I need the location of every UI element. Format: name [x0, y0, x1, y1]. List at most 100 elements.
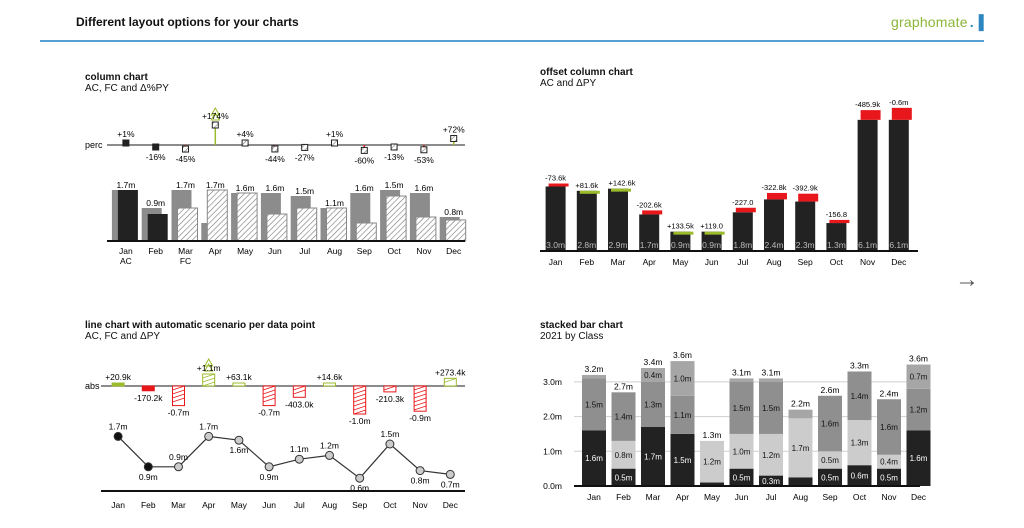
- segment-label: 1.6m: [910, 454, 928, 463]
- delta-marker: [122, 139, 130, 147]
- delta-label: +1%: [326, 129, 344, 139]
- data-point: [234, 435, 244, 445]
- segment-label: 1.7m: [792, 444, 810, 453]
- value-label: 0.7m: [441, 479, 460, 489]
- delta-negative-bar: [798, 193, 819, 202]
- delta-marker: [360, 146, 368, 154]
- stack-segment: [788, 477, 813, 486]
- header-divider: [40, 40, 984, 42]
- delta-label: +14.6k: [317, 372, 344, 382]
- column-chart-panel: column chart AC, FC and Δ%PY perc +1% 1.7m…: [85, 72, 470, 267]
- category-label: Feb: [148, 246, 163, 256]
- hatch-line: [172, 397, 185, 403]
- delta-label: -53%: [414, 155, 434, 165]
- segment-label: 1.1m: [674, 411, 692, 420]
- value-label: 1.6m: [236, 183, 255, 193]
- delta-label: -13%: [384, 152, 404, 162]
- series-line: [117, 435, 451, 480]
- category-label: Sep: [822, 492, 837, 502]
- hatch-line: [262, 389, 276, 395]
- chart-title: line chart with automatic scenario per d…: [85, 320, 316, 331]
- value-label: 1.1m: [325, 198, 344, 208]
- arrow-right-icon[interactable]: →: [955, 266, 979, 293]
- category-label: Oct: [387, 246, 401, 256]
- delta-negative-bar: [383, 385, 397, 393]
- category-label: Aug: [322, 500, 337, 510]
- stack-segment: [818, 451, 842, 469]
- delta-marker: [301, 143, 309, 151]
- category-label: Jun: [735, 492, 749, 502]
- delta-label: -202.6k: [637, 200, 662, 209]
- total-label: 2.6m: [821, 385, 840, 395]
- delta-label: -403.0k: [285, 399, 314, 409]
- category-label: Jul: [294, 500, 305, 510]
- value-label: 0.9m: [139, 472, 158, 482]
- hatch-line: [413, 393, 427, 399]
- category-label: Jan: [549, 257, 563, 267]
- hatch-line: [413, 405, 427, 411]
- delta-label: -0.6m: [889, 98, 908, 107]
- y-tick-label: 2.0m: [543, 412, 562, 422]
- stack-segment: [906, 430, 931, 486]
- data-point: [264, 462, 274, 472]
- stack-segment: [582, 374, 606, 379]
- stack-segment: [582, 378, 606, 431]
- delta-label: -16%: [146, 152, 166, 162]
- stack-segment: [759, 433, 783, 476]
- hatch-line: [413, 385, 427, 391]
- forecast-bar: [445, 219, 467, 242]
- category-label: Feb: [616, 492, 631, 502]
- stack-segment: [759, 475, 783, 486]
- total-label: 2.4m: [880, 388, 899, 398]
- delta-axis-label: abs: [85, 381, 100, 391]
- category-label: Sep: [352, 500, 367, 510]
- category-label: Jan: [119, 246, 133, 256]
- category-label: Nov: [416, 246, 432, 256]
- data-point: [325, 450, 334, 460]
- category-label: Mar: [611, 257, 626, 267]
- forecast-bar: [206, 189, 228, 242]
- offset-column-chart-panel: offset column chart AC and ΔPY -73.6k 3.0…: [540, 67, 925, 272]
- category-label: Sep: [357, 246, 372, 256]
- stack-segment: [641, 368, 665, 382]
- value-label: 1.7m: [206, 180, 225, 190]
- chart-title: stacked bar chart: [540, 320, 623, 331]
- segment-label: 0.5m: [821, 473, 839, 482]
- y-tick-label: 3.0m: [543, 377, 562, 387]
- total-label: 3.1m: [732, 367, 751, 377]
- total-label: 3.6m: [673, 350, 692, 360]
- category-label: Jun: [268, 246, 282, 256]
- segment-label: 0.8m: [615, 451, 633, 460]
- delta-label: -60%: [354, 155, 374, 165]
- chart-subtitle: AC, FC and Δ%PY: [85, 83, 169, 94]
- total-label: 3.4m: [644, 357, 663, 367]
- total-label: 2.2m: [791, 399, 810, 409]
- category-label: Mar: [178, 246, 193, 256]
- actual-bar: [117, 190, 138, 241]
- segment-label: 0.4m: [880, 458, 898, 467]
- delta-label: +63.1k: [226, 372, 253, 382]
- stack-segment: [906, 364, 931, 389]
- delta-label: -44%: [265, 154, 285, 164]
- hatch-line: [353, 401, 366, 407]
- category-label: Apr: [202, 500, 215, 510]
- value-label: 1.7m: [176, 180, 195, 190]
- category-label: Jun: [262, 500, 276, 510]
- actual-bar: [764, 199, 784, 251]
- value-label: 1.7m: [116, 180, 135, 190]
- segment-label: 1.5m: [762, 404, 780, 413]
- category-label: May: [237, 246, 254, 256]
- delta-label: -0.7m: [258, 408, 280, 418]
- value-label: 2.8m: [577, 240, 596, 250]
- segment-label: 1.5m: [585, 400, 603, 409]
- actual-bar: [545, 186, 566, 251]
- total-label: 1.3m: [703, 430, 722, 440]
- value-label: 0.9m: [671, 240, 690, 250]
- delta-axis-label: perc: [85, 140, 103, 150]
- value-label: 3.0m: [546, 240, 565, 250]
- data-point: [143, 462, 153, 472]
- stack-segment: [611, 392, 636, 441]
- delta-label: +273.4k: [435, 367, 466, 377]
- category-label: Jun: [705, 257, 719, 267]
